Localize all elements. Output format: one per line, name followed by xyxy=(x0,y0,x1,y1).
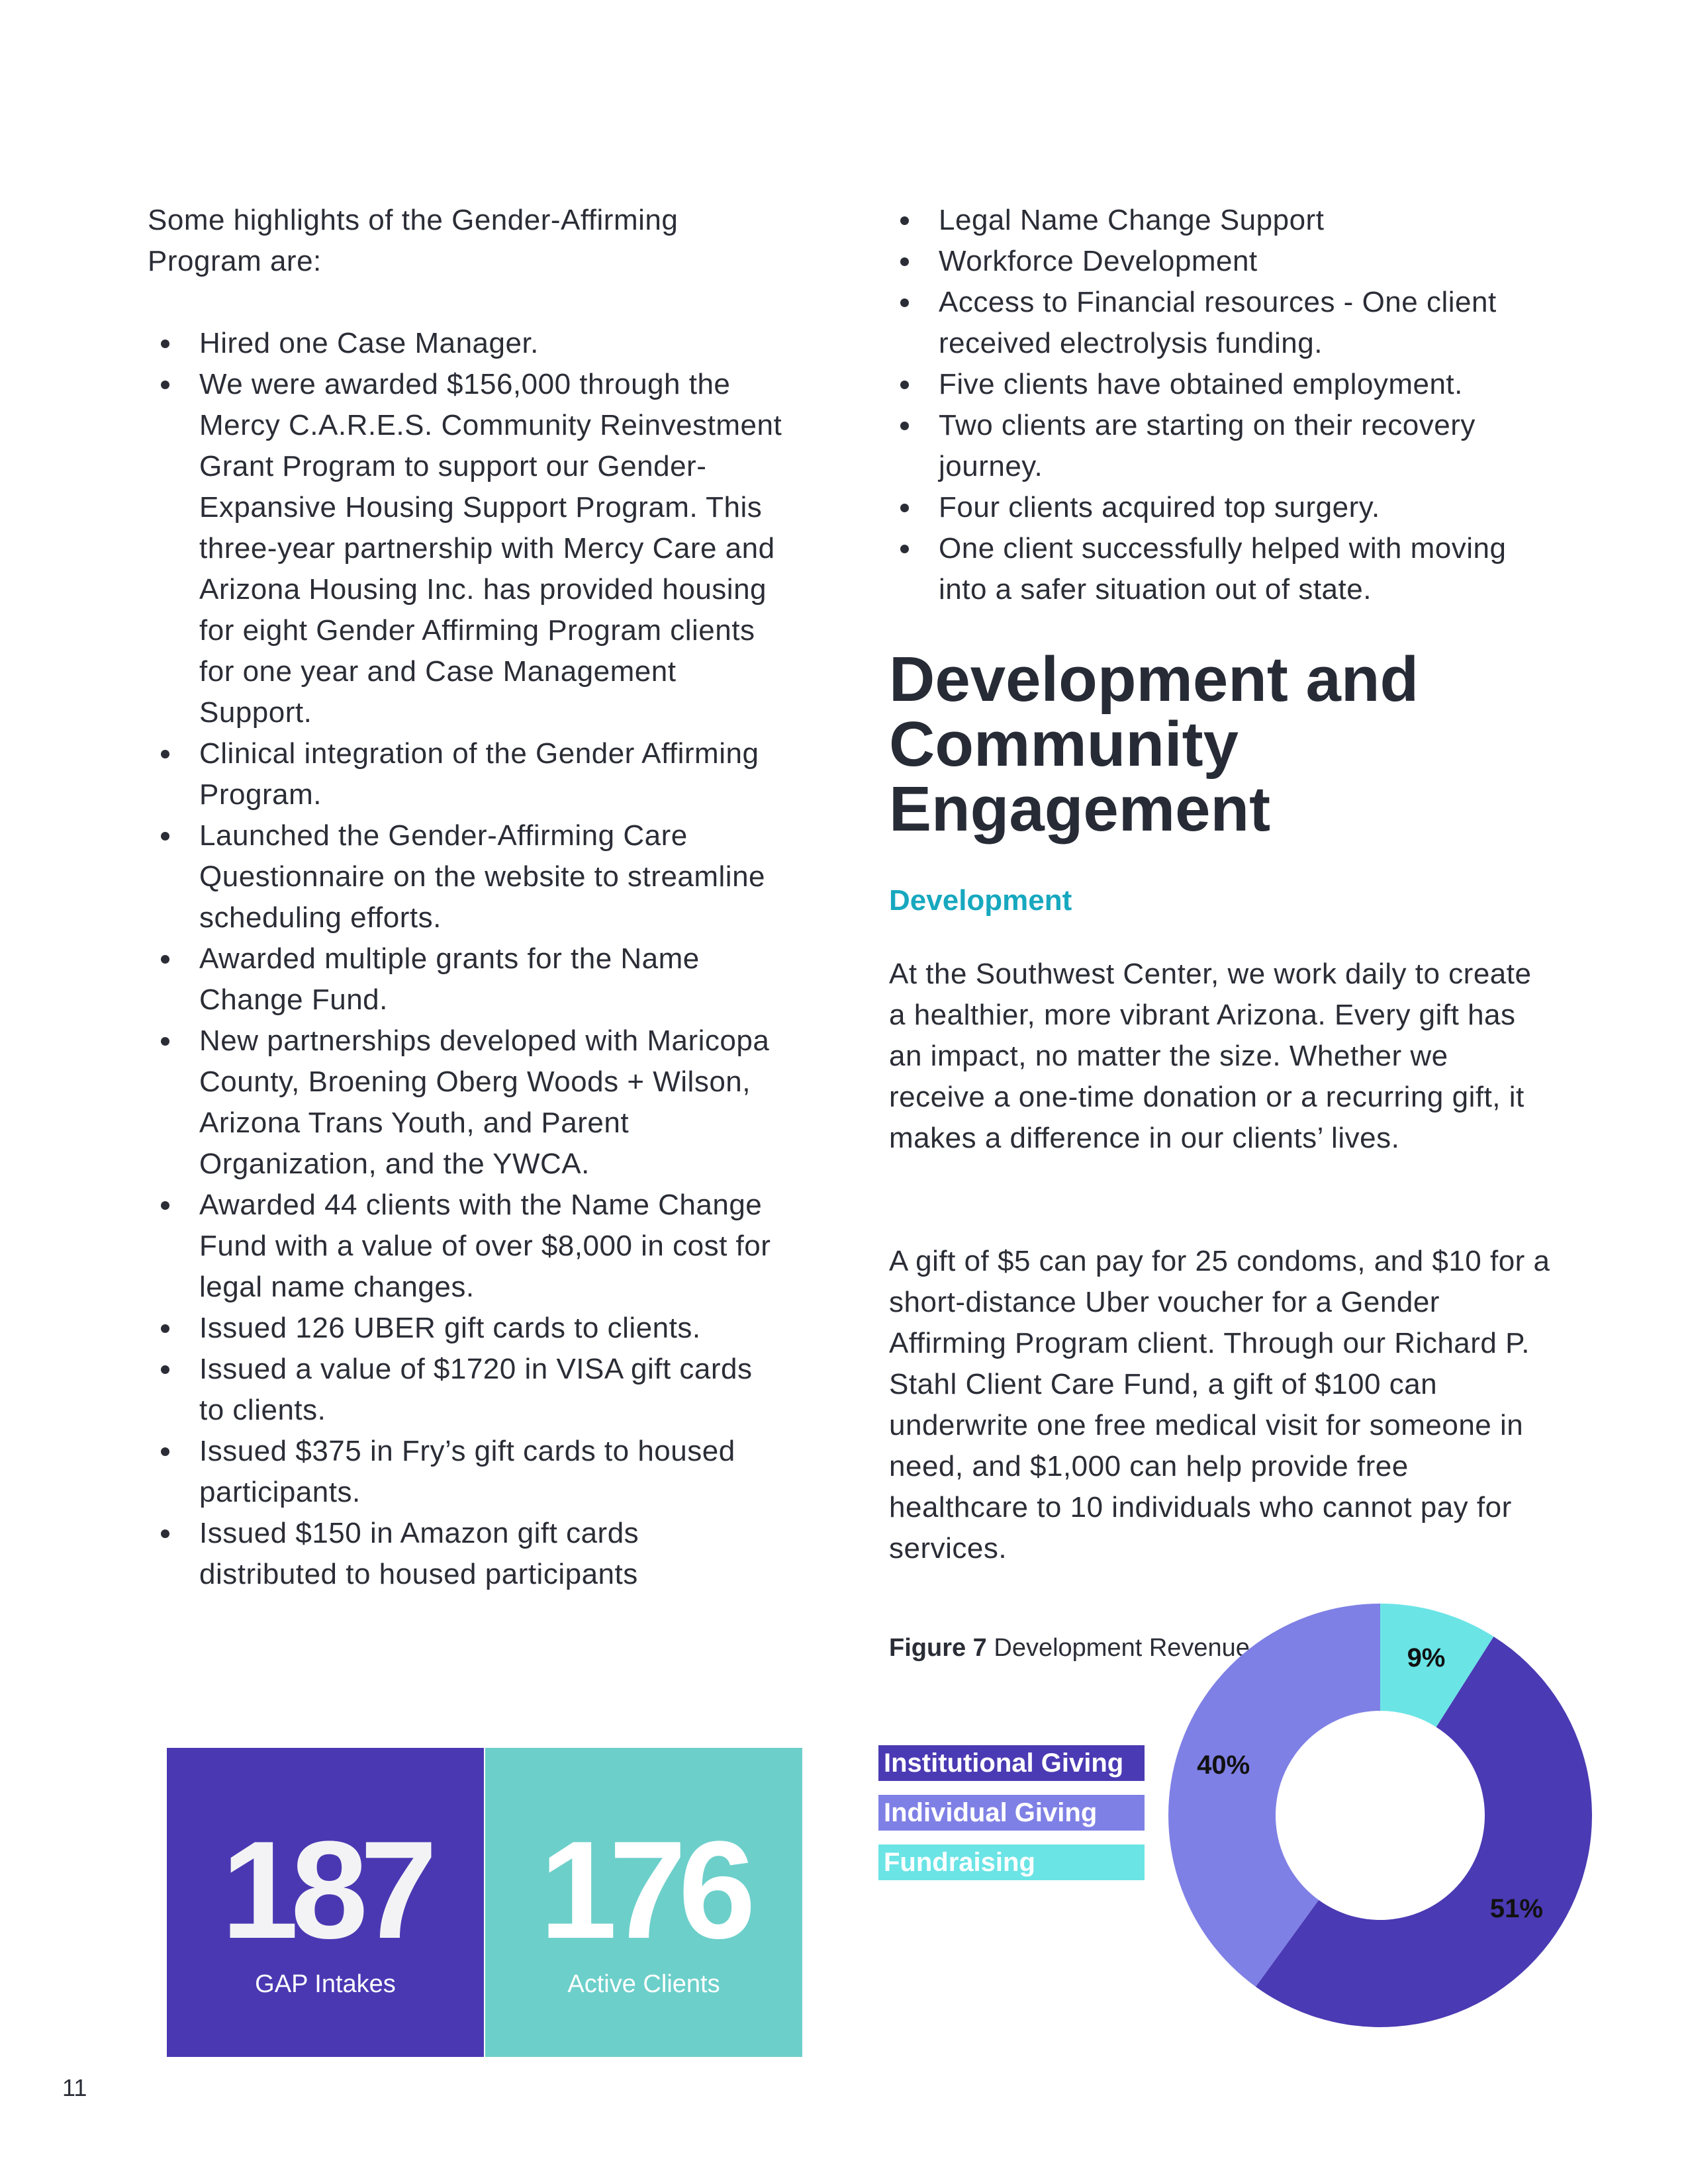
bullet-item: We were awarded $156,000 through the Mer… xyxy=(148,364,783,733)
bullet-item: One client successfully helped with movi… xyxy=(887,528,1523,610)
stat-card-gap-intakes: 187 GAP Intakes xyxy=(167,1748,484,2057)
subheading-development: Development xyxy=(889,884,1072,917)
bullet-item: Awarded multiple grants for the Name Cha… xyxy=(148,938,783,1021)
slice-label: 40% xyxy=(1197,1751,1250,1780)
bullet-item: Hired one Case Manager. xyxy=(148,323,783,364)
legend-institutional-giving: Institutional Giving xyxy=(878,1745,1145,1781)
left-bullet-list: Hired one Case Manager. We were awarded $… xyxy=(148,323,783,1595)
bullet-item: Issued 126 UBER gift cards to clients. xyxy=(148,1308,783,1349)
legend-individual-giving: Individual Giving xyxy=(878,1795,1145,1831)
stat-label: Active Clients xyxy=(567,1970,720,1998)
bullet-item: Legal Name Change Support xyxy=(887,200,1523,241)
bullet-item: Clinical integration of the Gender Affir… xyxy=(148,733,783,815)
bullet-item: Issued a value of $1720 in VISA gift car… xyxy=(148,1349,783,1431)
bullet-item: Two clients are starting on their recove… xyxy=(887,405,1523,487)
bullet-item: Workforce Development xyxy=(887,241,1523,282)
intro-text: Some highlights of the Gender-Affirming … xyxy=(148,204,679,277)
bullet-item: New partnerships developed with Maricopa… xyxy=(148,1021,783,1185)
stat-value: 176 xyxy=(539,1812,755,1968)
bullet-item: Five clients have obtained employment. xyxy=(887,364,1523,405)
stat-value: 187 xyxy=(221,1812,437,1968)
bullet-item: Launched the Gender-Affirming Care Quest… xyxy=(148,815,783,938)
stat-label: GAP Intakes xyxy=(255,1970,396,1998)
figure-number: Figure 7 xyxy=(889,1634,987,1662)
figure-caption: Figure 7 Development Revenue xyxy=(889,1629,1250,1666)
slice-label: 51% xyxy=(1490,1894,1543,1923)
donut-chart: 9% 51% 40% xyxy=(1168,1604,1592,2027)
donut-slice-fundraising xyxy=(1380,1604,1494,1727)
figure-title: Development Revenue xyxy=(994,1634,1250,1662)
donut-slice-institutional-giving xyxy=(1255,1636,1592,2027)
paragraph: At the Southwest Center, we work daily t… xyxy=(889,958,1532,1154)
bullet-item: Issued $375 in Fry’s gift cards to house… xyxy=(148,1431,783,1513)
section-heading: Development and Community Engagement xyxy=(889,644,1419,844)
bullet-item: Four clients acquired top surgery. xyxy=(887,487,1523,528)
legend-fundraising: Fundraising xyxy=(878,1844,1145,1880)
bullet-item: Awarded 44 clients with the Name Change … xyxy=(148,1185,783,1308)
slice-label: 9% xyxy=(1407,1643,1446,1672)
bullet-item: Issued $150 in Amazon gift cards distrib… xyxy=(148,1513,783,1595)
right-bullet-list: Legal Name Change Support Workforce Devel… xyxy=(887,200,1523,610)
page-number: 11 xyxy=(62,2074,87,2101)
bullet-item: Access to Financial resources - One clie… xyxy=(887,282,1523,364)
paragraph: A gift of $5 can pay for 25 condoms, and… xyxy=(889,1245,1550,1565)
donut-slice-individual-giving xyxy=(1168,1604,1380,1987)
stat-card-active-clients: 176 Active Clients xyxy=(485,1748,802,2057)
